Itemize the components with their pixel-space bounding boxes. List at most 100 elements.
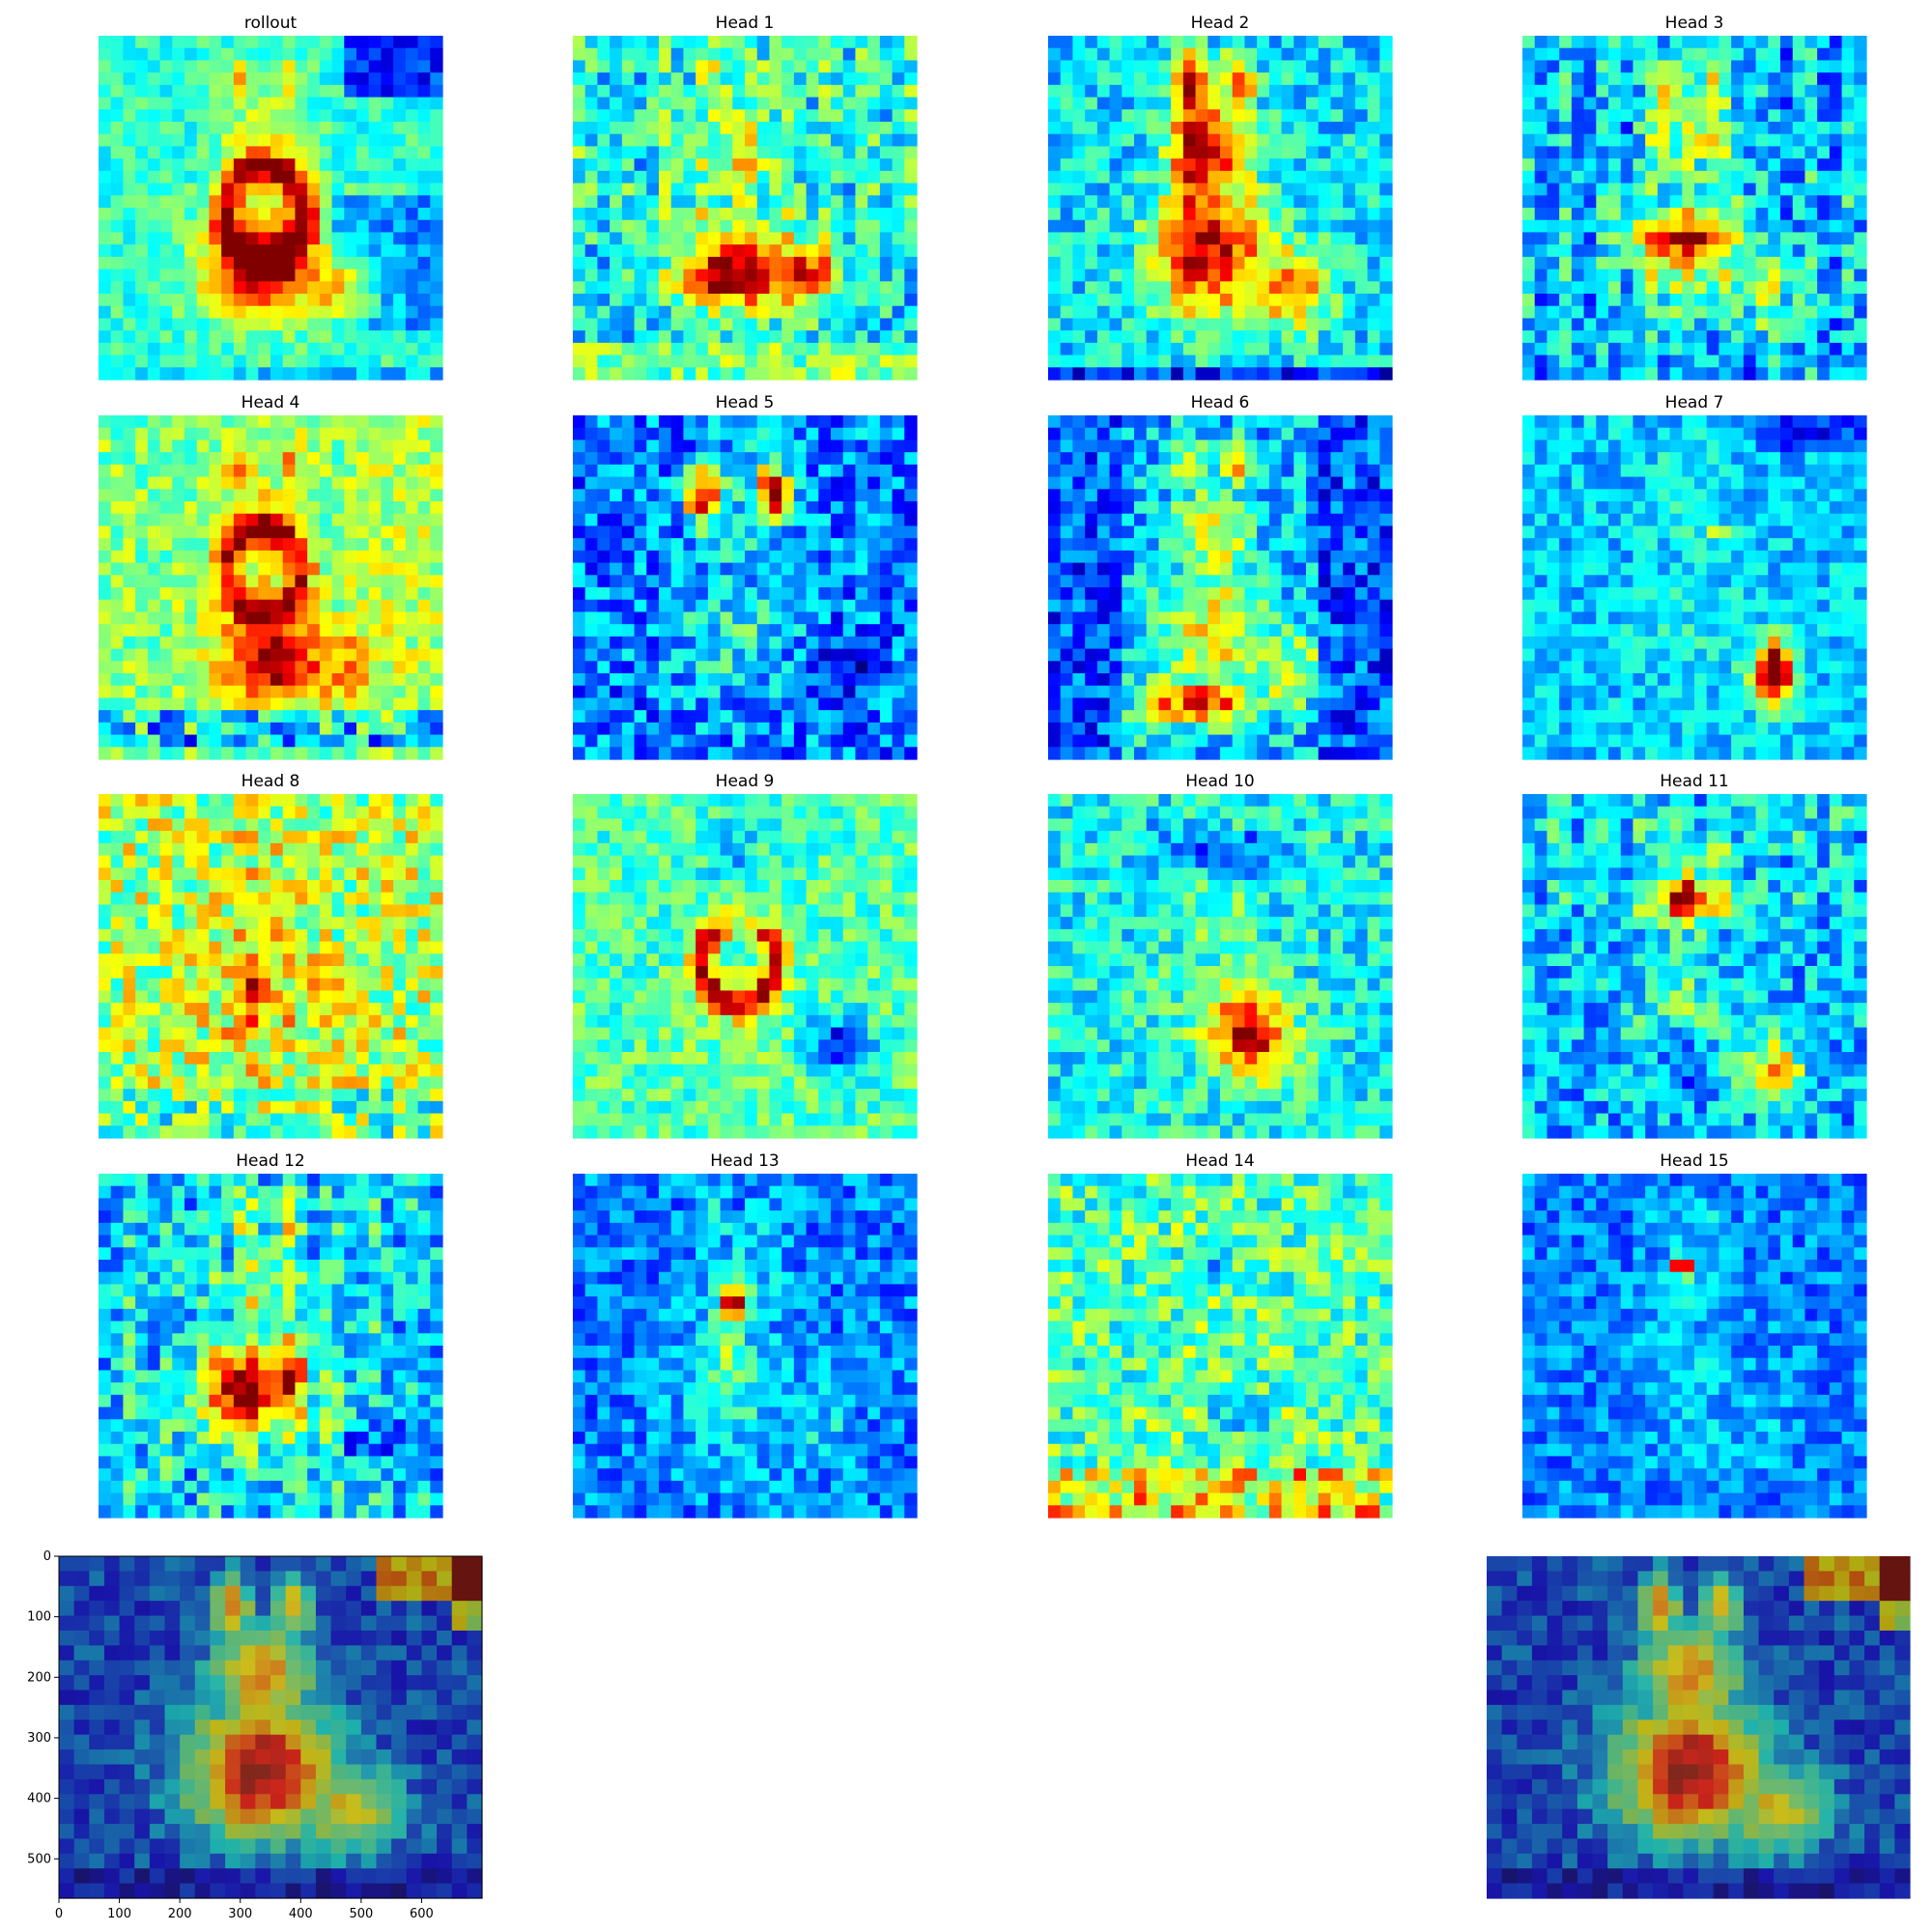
- heatmap-cell: [270, 305, 284, 320]
- heatmap-cell: [1804, 219, 1818, 234]
- heatmap-cell: [1817, 367, 1831, 381]
- heatmap-cell: [1367, 367, 1380, 381]
- heatmap-cell: [1171, 219, 1184, 234]
- heatmap-cell: [1780, 256, 1794, 270]
- heatmap-cell: [1743, 146, 1757, 159]
- heatmap-cell: [855, 550, 868, 564]
- heatmap-cell: [245, 122, 259, 135]
- heatmap-cell: [1571, 133, 1585, 148]
- heatmap-cell: [1780, 195, 1794, 209]
- heatmap-cell: [646, 599, 660, 613]
- heatmap-cell: [381, 513, 394, 527]
- heatmap-cell: [1706, 318, 1720, 331]
- heatmap-cell: [196, 133, 211, 148]
- heatmap-cell: [1109, 294, 1122, 307]
- heatmap-cell: [270, 232, 284, 245]
- heatmap-cell: [331, 599, 345, 613]
- heatmap-cell: [1780, 342, 1794, 356]
- heatmap-cell: [670, 146, 685, 159]
- heatmap-cell: [1854, 84, 1867, 99]
- heatmap-cell: [196, 648, 211, 662]
- heatmap-cell: [1171, 97, 1184, 110]
- heatmap-cell: [344, 294, 357, 307]
- heatmap-cell: [1060, 355, 1074, 368]
- heatmap-cell: [344, 513, 357, 527]
- heatmap-cell: [634, 575, 647, 588]
- heatmap-cell: [185, 476, 198, 490]
- heatmap-cell: [172, 219, 185, 234]
- heatmap-cell: [319, 513, 333, 527]
- heatmap-cell: [99, 133, 112, 148]
- heatmap-cell: [307, 624, 321, 638]
- heatmap-cell: [185, 122, 198, 135]
- heatmap-cell: [1854, 294, 1867, 307]
- heatmap-cell: [1171, 269, 1184, 282]
- heatmap-cell: [634, 427, 647, 441]
- heatmap-cell: [233, 256, 247, 270]
- heatmap-cell: [707, 636, 722, 650]
- heatmap-cell: [417, 710, 431, 724]
- heatmap-cell: [842, 72, 857, 86]
- heatmap-cell: [159, 611, 173, 625]
- heatmap-cell: [185, 133, 198, 148]
- heatmap-cell: [584, 269, 599, 282]
- heatmap-cell: [670, 697, 685, 711]
- heatmap-cell: [405, 330, 419, 344]
- heatmap-cell: [756, 661, 771, 674]
- heatmap-cell: [1354, 133, 1369, 148]
- heatmap-cell: [1367, 109, 1380, 123]
- heatmap-cell: [1706, 97, 1720, 110]
- heatmap-cell: [1620, 330, 1634, 344]
- heatmap-cell: [806, 269, 819, 282]
- heatmap-cell: [806, 562, 819, 576]
- heatmap-cell: [258, 636, 271, 650]
- heatmap-cell: [99, 36, 112, 49]
- heatmap-cell: [1367, 464, 1380, 478]
- heatmap-cell: [1122, 489, 1135, 502]
- heatmap-cell: [818, 84, 832, 99]
- heatmap-cell: [806, 661, 819, 674]
- heatmap-cell: [892, 440, 905, 453]
- heatmap-cell: [732, 84, 746, 99]
- heatmap-cell: [1244, 183, 1258, 196]
- heatmap-cell: [381, 170, 394, 185]
- heatmap-cell: [319, 415, 333, 429]
- heatmap-cell: [1768, 109, 1781, 123]
- heatmap-cell: [1841, 305, 1855, 320]
- heatmap-cell: [573, 158, 586, 172]
- heatmap-cell: [732, 587, 746, 601]
- heatmap-cell: [1367, 244, 1380, 258]
- heatmap-cell: [610, 440, 623, 453]
- heatmap-cell: [1134, 489, 1148, 502]
- heatmap-cell: [1060, 526, 1074, 539]
- heatmap-cell: [135, 355, 149, 368]
- heatmap-cell: [295, 367, 308, 381]
- heatmap-cell: [1596, 269, 1609, 282]
- heatmap-cell: [597, 318, 611, 331]
- heatmap-cell: [610, 452, 623, 466]
- heatmap-cell: [1060, 219, 1074, 234]
- heatmap-cell: [221, 415, 235, 429]
- heatmap-cell: [159, 355, 173, 368]
- heatmap-cell: [584, 305, 599, 320]
- heatmap-cell: [1085, 476, 1098, 490]
- heatmap-cell: [696, 673, 709, 687]
- heatmap-cell: [904, 330, 918, 344]
- heatmap-cell: [659, 636, 672, 650]
- heatmap-cell: [855, 526, 868, 539]
- heatmap-cell: [1293, 342, 1307, 356]
- heatmap-cell: [831, 305, 844, 320]
- heatmap-cell: [319, 550, 333, 564]
- heatmap-cell: [1244, 526, 1258, 539]
- heatmap-cell: [1158, 36, 1172, 49]
- heatmap-cell: [720, 513, 733, 527]
- heatmap-cell: [745, 294, 758, 307]
- heatmap-cell: [1367, 476, 1380, 490]
- heatmap-cell: [904, 452, 918, 466]
- heatmap-cell: [793, 685, 808, 699]
- heatmap-cell: [147, 452, 161, 466]
- heatmap-cell: [720, 440, 733, 453]
- heatmap-cell: [1318, 342, 1332, 356]
- heatmap-cell: [1669, 47, 1683, 62]
- heatmap-cell: [356, 158, 370, 172]
